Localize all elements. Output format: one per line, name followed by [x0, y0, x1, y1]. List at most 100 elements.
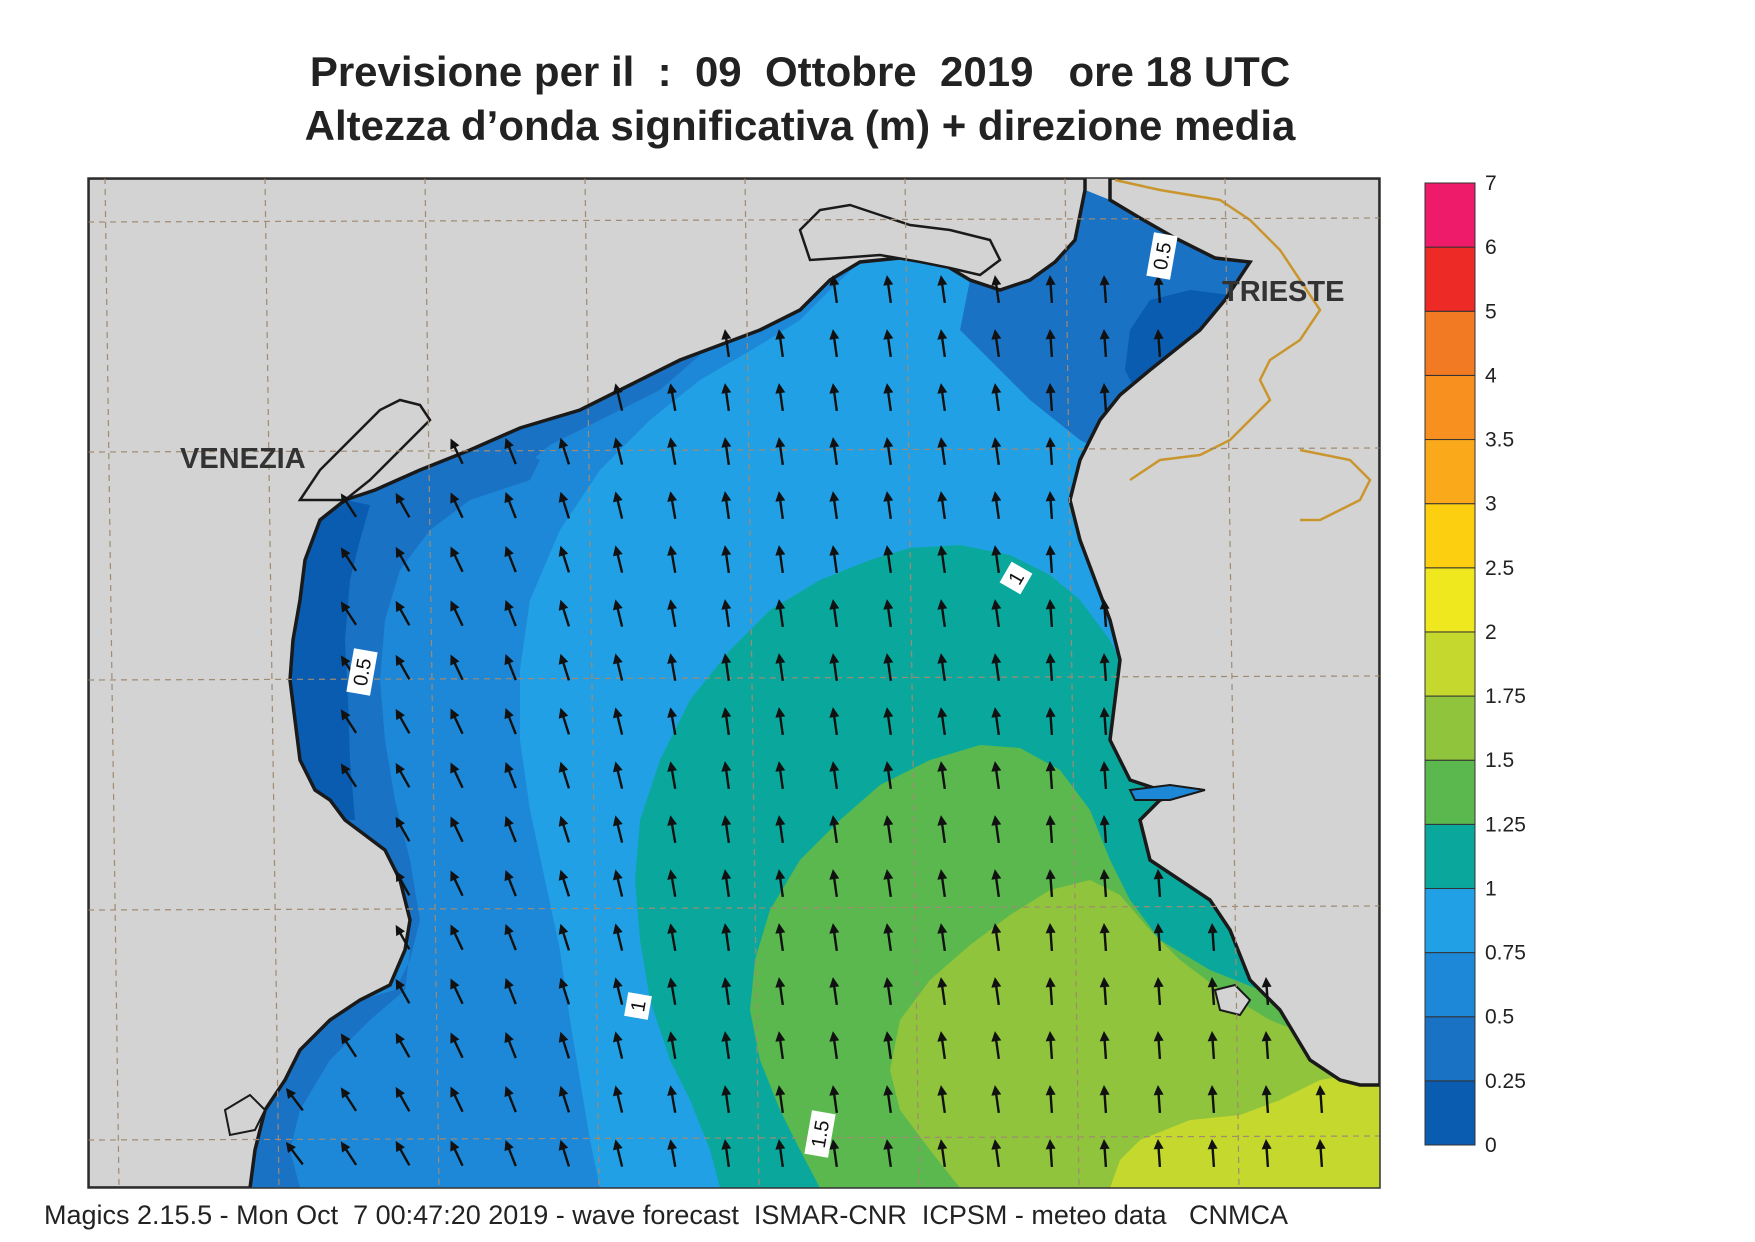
wave-arrow — [829, 383, 840, 412]
wave-arrow — [1153, 1085, 1164, 1114]
wave-arrow — [775, 437, 786, 466]
wave-arrow — [775, 815, 786, 844]
wave-arrow — [667, 1139, 678, 1168]
grid-meridian — [104, 178, 120, 1188]
graticule — [88, 178, 1380, 1188]
wave-arrow — [991, 599, 1002, 628]
wave-arrow — [450, 1086, 464, 1113]
grid-meridian — [904, 178, 920, 1188]
wave-arrow — [1261, 1085, 1272, 1114]
wave-arrow — [1153, 275, 1164, 304]
wave-arrow — [558, 977, 571, 1005]
colorbar-swatch — [1424, 759, 1476, 825]
wave-arrow — [721, 491, 732, 520]
colorbar-label: 3.5 — [1485, 429, 1514, 452]
wave-arrow — [1261, 1031, 1272, 1060]
wave-arrow — [829, 815, 840, 844]
contour-label-text: 1 — [627, 999, 651, 1014]
wave-arrow — [612, 1031, 624, 1059]
city-label-venezia: VENEZIA — [180, 443, 306, 475]
wave-arrow — [395, 600, 411, 626]
wave-arrow — [775, 383, 786, 412]
wave-arrow — [450, 492, 464, 519]
wave-arrow — [450, 438, 464, 465]
wave-arrow — [1153, 923, 1164, 952]
wave-arrow — [450, 708, 464, 735]
wave-arrow — [775, 653, 786, 682]
wave-arrow — [667, 437, 678, 466]
wave-arrow — [504, 600, 517, 627]
wave-arrow — [558, 761, 571, 789]
wave-arrow — [883, 1085, 894, 1114]
wave-arrow — [883, 869, 894, 898]
wave-arrow — [395, 1140, 411, 1166]
wave-arrow — [1045, 653, 1056, 682]
wave-arrow — [504, 978, 517, 1005]
wave-arrow — [558, 437, 571, 465]
wave-arrow — [558, 599, 571, 627]
wave-arrow — [991, 437, 1002, 466]
wave-arrow — [612, 1139, 624, 1167]
wave-arrow — [1045, 491, 1056, 520]
wave-arrow — [1153, 977, 1164, 1006]
wave-arrow — [1315, 1139, 1326, 1168]
wave-arrow — [829, 707, 840, 736]
wave-arrow — [775, 869, 786, 898]
wave-arrow — [395, 546, 411, 572]
wave-arrow — [937, 275, 948, 304]
wave-arrow — [1207, 977, 1218, 1006]
wave-arrow — [1153, 869, 1164, 898]
colorbar-swatch — [1424, 1016, 1476, 1082]
border-line — [1114, 178, 1322, 482]
contour-label-text: 0.5 — [350, 657, 376, 688]
wave-arrow — [612, 815, 624, 843]
contour-label-1: 0.5 — [1146, 232, 1178, 280]
wave-arrow — [721, 545, 732, 574]
wave-arrow — [829, 275, 840, 304]
wave-arrow — [1099, 1139, 1110, 1168]
wave-arrow — [667, 545, 678, 574]
wave-arrow — [340, 547, 358, 572]
colorbar-label: 1.5 — [1485, 749, 1514, 772]
wave-arrow — [1045, 707, 1056, 736]
wave-arrow — [721, 1031, 732, 1060]
wave-arrow — [340, 493, 358, 518]
wave-arrow — [450, 654, 464, 681]
colorbar-swatch — [1424, 182, 1476, 248]
wave-arrow — [991, 491, 1002, 520]
colorbar-swatch — [1424, 310, 1476, 376]
wave-arrow — [1153, 1031, 1164, 1060]
wave-arrow — [883, 707, 894, 736]
grid-meridian — [424, 178, 440, 1188]
wave-arrow — [1045, 545, 1056, 574]
wave-arrow — [721, 383, 732, 412]
contour-label-2: 0.5 — [346, 648, 378, 696]
wave-arrow — [721, 599, 732, 628]
wave-arrow — [667, 491, 678, 520]
wave-arrow — [1045, 275, 1056, 304]
wave-arrow — [1153, 1139, 1164, 1168]
wave-arrow — [450, 600, 464, 627]
wave-arrow — [829, 329, 840, 358]
colorbar-swatch — [1424, 246, 1476, 312]
colorbar-label: 7 — [1485, 172, 1497, 195]
wave-arrow — [1153, 329, 1164, 358]
wave-arrow — [883, 437, 894, 466]
wave-arrow — [991, 977, 1002, 1006]
wave-arrow — [1045, 761, 1056, 790]
wave-arrow — [1045, 977, 1056, 1006]
colorbar-label: 1.25 — [1485, 813, 1526, 836]
colorbar: 0 0.25 0.5 0.75 1 1.25 1.5 1.75 2 2.5 3 3.5 4 5 6 7 — [1424, 172, 1526, 1157]
lagoon-islands — [297, 398, 432, 502]
wave-arrow — [1207, 923, 1218, 952]
wave-arrow — [829, 761, 840, 790]
wave-arrow — [612, 761, 624, 789]
wave-arrow — [1045, 923, 1056, 952]
wave-arrow — [883, 815, 894, 844]
wave-arrow — [721, 761, 732, 790]
colorbar-label: 5 — [1485, 300, 1497, 323]
wave-arrow — [991, 383, 1002, 412]
wave-arrow — [775, 1139, 786, 1168]
wave-arrow — [775, 491, 786, 520]
wave-arrow — [1099, 329, 1110, 358]
